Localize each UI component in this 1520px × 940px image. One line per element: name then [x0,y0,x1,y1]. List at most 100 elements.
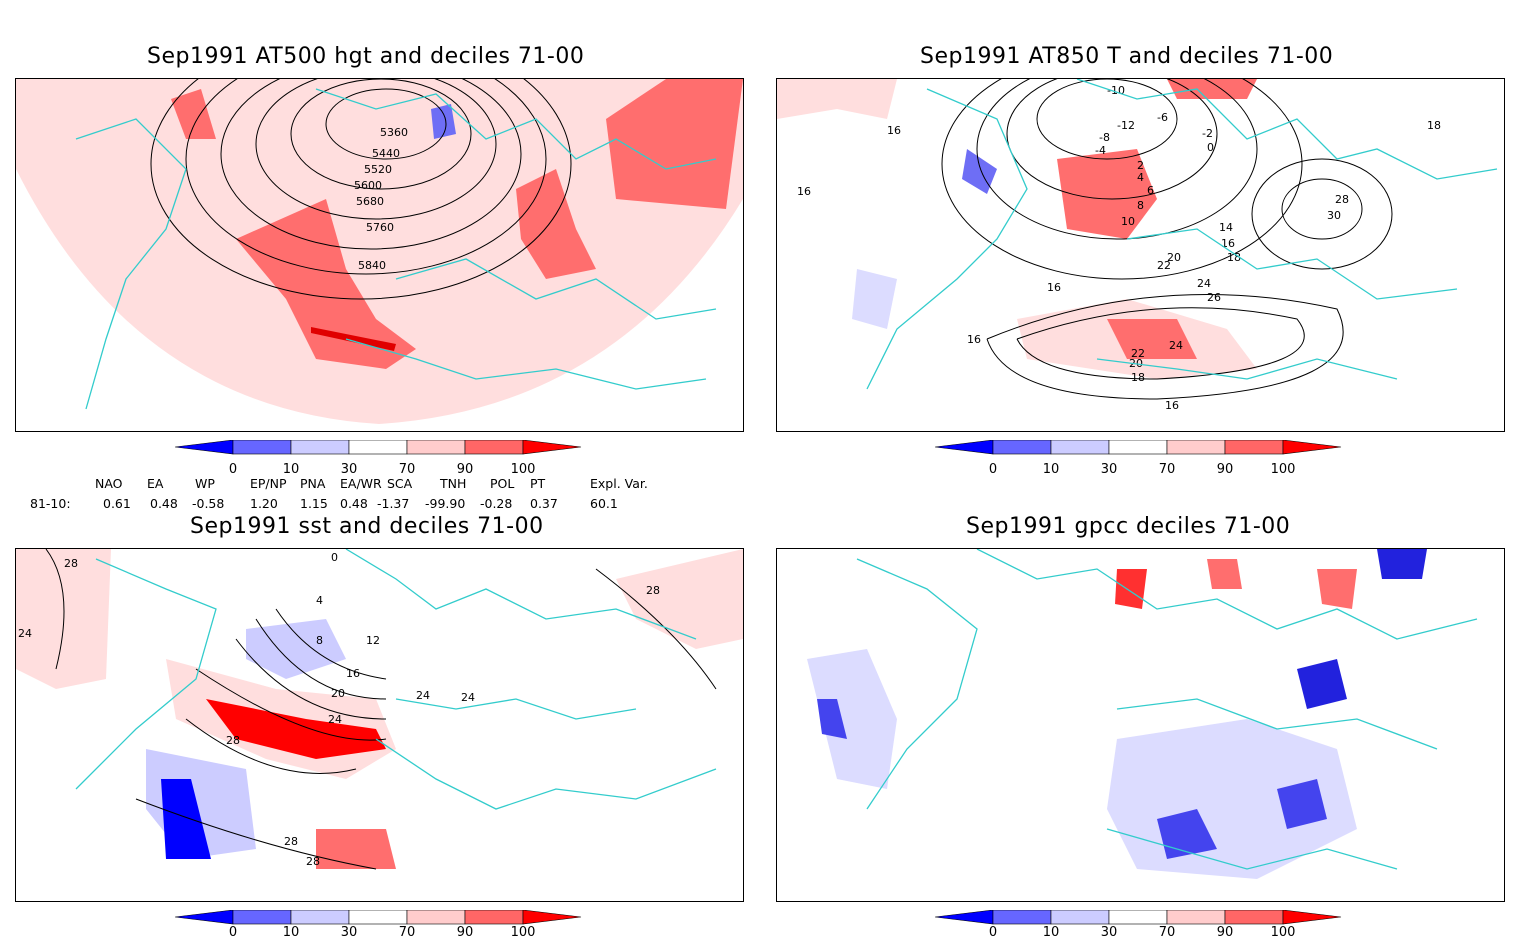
warm-anomaly [236,199,416,369]
coastline [75,118,187,410]
contour-label: 18 [1131,371,1145,384]
index-value-tnh: -99.90 [425,496,466,511]
colorbar-label: 100 [1270,925,1296,940]
coastline [345,549,697,640]
colorbar-bottom-right: 0 10 30 70 90 100 [934,909,1345,940]
index-value-pol: -0.28 [480,496,513,511]
precip-anomaly [1317,569,1357,609]
contour-label: 16 [967,333,981,346]
warm-anomaly [616,549,743,649]
contour-label: 28 [284,835,298,848]
panel-title-t850: Sep1991 AT850 T and deciles 71-00 [920,44,1334,69]
precip-anomaly [1277,779,1327,829]
contour-label: 18 [1227,251,1241,264]
contour-label: 5680 [356,195,384,208]
hemisphere-boundary [16,79,743,424]
contour-label: 28 [226,734,240,747]
colorbar-label: 100 [510,925,536,940]
contour-label: 5840 [358,259,386,272]
colorbar-label: 0 [228,462,238,477]
contour-label: 24 [416,689,430,702]
cold-anomaly [161,779,211,859]
index-header-pt: PT [530,476,546,491]
contour-label: 20 [331,687,345,700]
colorbar-label: 70 [1158,925,1176,940]
coastline [866,88,1028,390]
colorbar-label: 10 [282,462,300,477]
index-value-wp: -0.58 [192,496,225,511]
colorbar-label: 10 [1042,925,1060,940]
warm-anomaly [606,79,743,209]
contour-label: 24 [1169,339,1183,352]
contour-label: 2 [1137,159,1144,172]
contour-label: 26 [1207,291,1221,304]
index-header-epnp: EP/NP [250,476,287,491]
warm-anomaly [206,699,386,759]
contour-label: -8 [1099,131,1110,144]
strong-warm-anomaly [311,327,396,351]
coastline [1096,358,1398,380]
contour-label: 22 [1157,259,1171,272]
index-header-ea: EA [147,476,164,491]
coastline [75,558,217,790]
colorbar-bottom-left: 0 10 30 70 90 100 [174,909,585,940]
index-value-eawr: 0.48 [340,496,368,511]
colorbar-label: 30 [340,462,358,477]
precip-anomaly [807,649,897,789]
index-value-sca: -1.37 [377,496,410,511]
contour-label: 5760 [366,221,394,234]
cold-anomaly [852,269,897,329]
coastline [1116,698,1438,750]
index-value-pna: 1.15 [300,496,328,511]
contour-label: 24 [328,713,342,726]
index-header-explvar: Expl. Var. [590,476,648,491]
coastline [345,338,707,390]
contour-label: 16 [887,124,901,137]
contour-label: -4 [1095,144,1106,157]
coastline [315,88,717,170]
index-row-label: 81-10: [30,496,71,511]
map-panel-t850: -10 -12 -8 -6 -4 -2 0 2 4 6 8 10 14 16 1… [776,78,1505,432]
hemisphere-boundary [777,79,1504,424]
contour-label: 22 [1131,347,1145,360]
index-value-nao: 0.61 [103,496,131,511]
warm-anomaly [1057,149,1157,239]
contour-label: 28 [1335,193,1349,206]
contour-label: -6 [1157,111,1168,124]
colorbar-label: 30 [1100,925,1118,940]
contour-label: 8 [1137,199,1144,212]
precip-anomaly [1377,549,1427,579]
index-value-ea: 0.48 [150,496,178,511]
precip-anomaly [1115,569,1147,609]
coastline [395,698,637,720]
contour-label: 10 [1121,215,1135,228]
index-header-wp: WP [195,476,215,491]
cold-anomaly [246,619,346,679]
colorbar-label: 100 [1270,462,1296,477]
contour-label: 5440 [372,147,400,160]
colorbar-label: 10 [1042,462,1060,477]
index-header-eawr: EA/WR [340,476,382,491]
precip-anomaly [817,699,847,739]
colorbar-label: 0 [228,925,238,940]
panel-title-gpcc: Sep1991 gpcc deciles 71-00 [966,514,1291,539]
precip-anomaly [1207,559,1242,589]
colorbar-label: 90 [1216,925,1234,940]
colorbar-label: 0 [988,462,998,477]
coastline [976,549,1478,640]
cold-anomaly [962,149,997,194]
map-panel-sst: 28 24 0 4 8 12 16 20 24 28 24 24 28 28 2… [15,548,744,902]
index-header-nao: NAO [95,476,123,491]
precip-anomaly [1157,809,1217,859]
contour-label: 16 [1165,399,1179,412]
contour-label: 20 [1167,251,1181,264]
contour-label: 14 [1219,221,1233,234]
colorbar-label: 30 [340,925,358,940]
index-header-pol: POL [490,476,515,491]
index-value-epnp: 1.20 [250,496,278,511]
contour-label: 24 [461,691,475,704]
warm-anomaly [1107,319,1197,359]
contour-label: 28 [64,557,78,570]
contour-label: 28 [306,855,320,868]
warm-anomaly [777,79,897,119]
